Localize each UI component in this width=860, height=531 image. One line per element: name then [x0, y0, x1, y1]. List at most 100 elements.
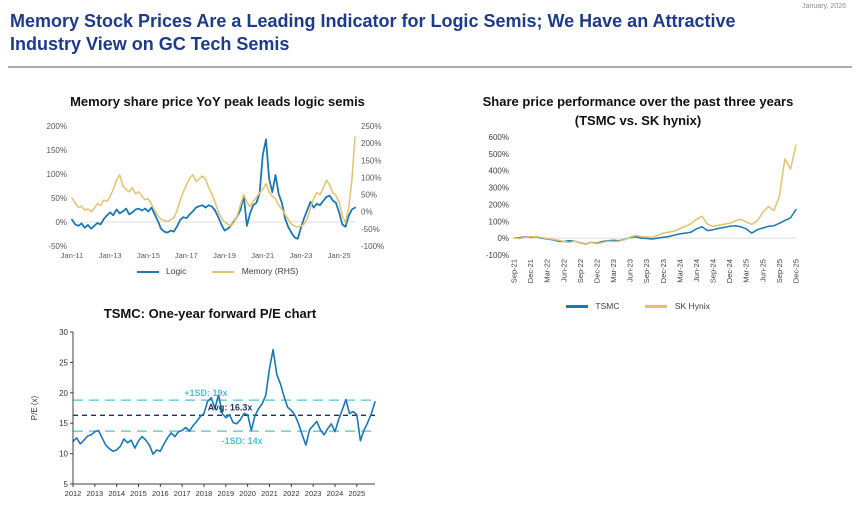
y-tick-label: 30 — [59, 328, 68, 337]
x-tick-label: Sep-23 — [642, 259, 651, 283]
x-tick-label: Sep-21 — [510, 259, 519, 283]
x-tick-label: Mar-23 — [609, 259, 618, 283]
ref-line-label-1: Avg: 16.3x — [208, 403, 253, 413]
x-tick-label: Sep-24 — [709, 259, 718, 283]
series-line-sk-hynix — [513, 144, 797, 245]
chart-title-tsmc-vs-skhynix: Share price performance over the past th… — [482, 94, 794, 109]
legend-label-memory: Memory (RHS) — [241, 266, 299, 277]
x-tick-label: Sep-25 — [775, 259, 784, 283]
x-tick-label: Jan-19 — [213, 251, 236, 260]
x-tick-label: Jun-25 — [758, 259, 767, 282]
chart-tsmc-vs-skhynix: Share price performance over the past th… — [468, 94, 808, 311]
x-tick-label: 2017 — [174, 489, 191, 498]
legend-label-skhynix: SK Hynix — [674, 300, 710, 311]
y-tick-label: 600% — [489, 133, 509, 142]
y-tick-label-right: 200% — [361, 139, 381, 148]
x-tick-label: 2023 — [305, 489, 322, 498]
y-tick-label-right: 250% — [361, 122, 381, 131]
header-divider — [8, 66, 852, 68]
y-tick-label: 500% — [489, 149, 509, 158]
y-tick-label: 5 — [64, 480, 69, 489]
legend-swatch-logic — [136, 270, 159, 274]
legend-memory-vs-logic: Logic Memory (RHS) — [30, 266, 405, 276]
x-tick-label: Jan-21 — [251, 251, 274, 260]
y-axis-title: P/E (x) — [30, 396, 39, 421]
legend-item-logic: Logic — [136, 266, 187, 277]
chart-canvas-tsmc-vs-skhynix: 600% 500% 400% 300% 200% 100% 0% -100%Sep-21 Dec… — [486, 133, 801, 283]
y-tick-label: 50% — [51, 194, 67, 203]
y-tick-label: 100% — [47, 170, 67, 179]
y-tick-label-right: -100% — [361, 242, 384, 251]
y-tick-label: 100% — [489, 217, 509, 226]
y-tick-label: 0% — [55, 218, 67, 227]
x-tick-label: 2016 — [152, 489, 169, 498]
chart-title-tsmc-pe: TSMC: One-year forward P/E chart — [103, 306, 317, 321]
x-tick-label: 2021 — [261, 489, 278, 498]
legend-label-tsmc: TSMC — [595, 300, 620, 311]
x-tick-label: Jan-11 — [61, 251, 83, 260]
x-tick-label: Jun-24 — [692, 259, 701, 282]
x-tick-label: 2015 — [130, 489, 147, 498]
x-tick-label: 2012 — [65, 489, 82, 498]
series-line-tsmc — [513, 208, 797, 245]
series-line-memory-rhs- — [71, 136, 356, 228]
y-tick-label: 400% — [489, 166, 509, 175]
chart-canvas-memory-vs-logic: 200% 150% 100% 50% 0% -50% 250% 200% 150% 100% 50%… — [47, 122, 385, 260]
y-tick-label: -100% — [486, 251, 509, 260]
chart-tsmc-pe: TSMC: One-year forward P/E chart +1SD: 1… — [25, 306, 395, 510]
page-title: Memory Stock Prices Are a Leading Indica… — [10, 11, 736, 55]
legend-item-tsmc: TSMC — [566, 301, 619, 311]
x-tick-label: Dec-24 — [725, 259, 734, 283]
y-tick-label-right: 50% — [361, 191, 377, 200]
chart-title-memory-vs-logic: Memory share price YoY peak leads logic … — [70, 94, 365, 109]
y-tick-label: 200% — [47, 122, 67, 131]
y-tick-label: 15 — [59, 419, 68, 428]
x-tick-label: Mar-22 — [543, 259, 552, 283]
y-tick-label-right: -50% — [361, 225, 380, 234]
y-tick-label: 20 — [59, 389, 68, 398]
x-tick-label: Jan-15 — [137, 251, 160, 260]
y-tick-label: -50% — [48, 242, 67, 251]
x-tick-label: Jan-17 — [175, 251, 198, 260]
y-tick-label: 0% — [497, 234, 509, 243]
y-tick-label-right: 100% — [361, 174, 381, 183]
x-tick-label: Jan-13 — [99, 251, 122, 260]
legend-item-skhynix: SK Hynix — [645, 300, 710, 311]
x-tick-label: 2019 — [217, 489, 234, 498]
legend-label-logic: Logic — [166, 266, 187, 277]
x-tick-label: 2024 — [327, 489, 344, 498]
x-tick-label: 2020 — [239, 489, 256, 498]
y-tick-label: 300% — [489, 183, 509, 192]
ref-line-label-2: -1SD: 14x — [222, 436, 263, 446]
date-label: January, 2026 — [802, 3, 846, 10]
legend-swatch-memory — [212, 270, 235, 274]
x-tick-label: 2014 — [108, 489, 125, 498]
x-tick-label: Jun-22 — [559, 259, 568, 282]
y-tick-label: 25 — [59, 359, 68, 368]
x-tick-label: Jun-23 — [626, 259, 635, 282]
x-tick-label: Dec-22 — [592, 259, 601, 283]
legend-swatch-tsmc — [566, 305, 589, 308]
ref-line-label-0: +1SD: 19x — [184, 388, 227, 398]
y-tick-label: 200% — [489, 200, 509, 209]
x-tick-label: Jan-23 — [289, 251, 312, 260]
y-tick-label: 150% — [47, 146, 67, 155]
legend-item-memory: Memory (RHS) — [212, 266, 298, 276]
x-tick-label: Dec-21 — [526, 259, 535, 283]
legend-swatch-skhynix — [645, 305, 668, 308]
x-tick-label: 2025 — [348, 489, 365, 498]
legend-tsmc-vs-skhynix: TSMC SK Hynix — [468, 301, 808, 311]
series-line-tsmc-forward-p-e — [72, 349, 376, 456]
x-tick-label: Dec-25 — [792, 259, 801, 283]
x-tick-label: Mar-25 — [742, 259, 751, 283]
x-tick-label: Mar-24 — [675, 259, 684, 283]
chart-subtitle-tsmc-vs-skhynix: (TSMC vs. SK hynix) — [574, 113, 702, 129]
x-tick-label: 2018 — [196, 489, 213, 498]
y-tick-label-right: 150% — [361, 157, 381, 166]
y-tick-label-right: 0% — [361, 208, 373, 217]
x-tick-label: 2013 — [86, 489, 103, 498]
x-tick-label: Sep-22 — [576, 259, 585, 283]
x-tick-label: 2022 — [283, 489, 300, 498]
